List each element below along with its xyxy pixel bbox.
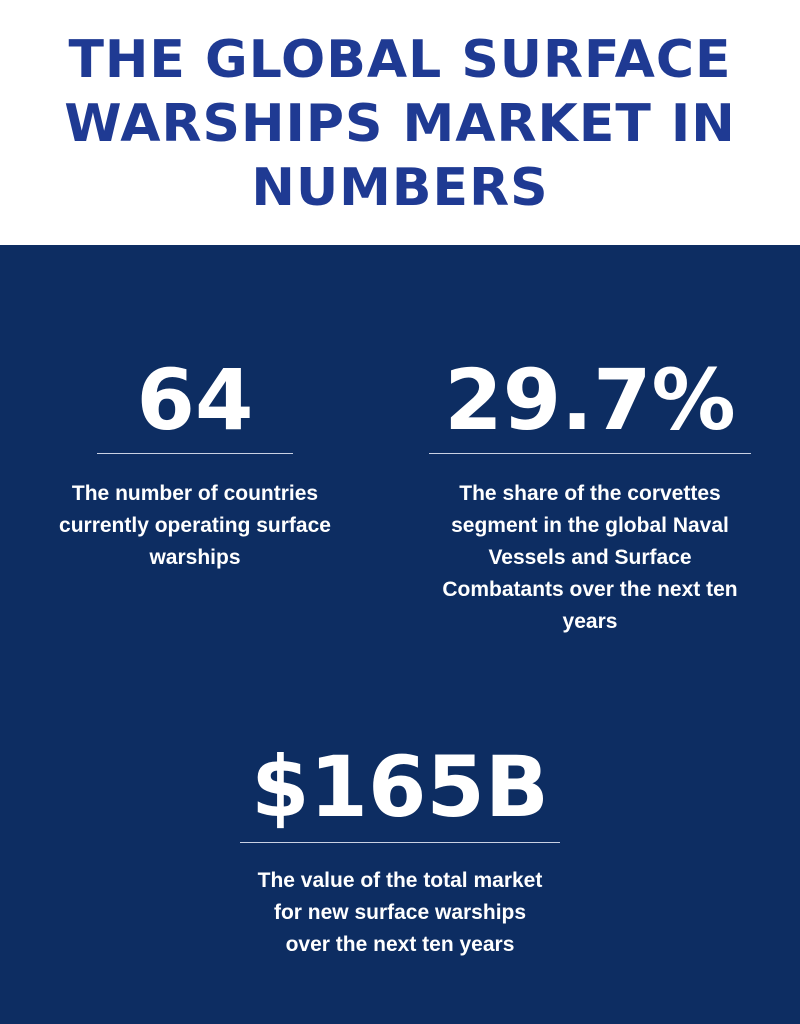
page-title: THE GLOBAL SURFACE WARSHIPS MARKET IN NU… bbox=[64, 30, 736, 218]
stat-corvettes-share: 29.7% The share of the corvettes segment… bbox=[420, 355, 760, 638]
header: THE GLOBAL SURFACE WARSHIPS MARKET IN NU… bbox=[0, 0, 800, 245]
divider bbox=[429, 453, 751, 454]
stat-value: 64 bbox=[136, 351, 254, 449]
stat-market-value: $165B The value of the total market for … bbox=[230, 742, 570, 961]
stat-description: The number of countries currently operat… bbox=[59, 482, 331, 569]
stat-value: $165B bbox=[251, 738, 549, 836]
stat-value: 29.7% bbox=[444, 351, 736, 449]
stat-countries: 64 The number of countries currently ope… bbox=[40, 355, 350, 574]
stat-description: The value of the total market for new su… bbox=[257, 869, 543, 956]
stats-panel bbox=[0, 245, 800, 1024]
divider bbox=[240, 842, 560, 843]
stat-description: The share of the corvettes segment in th… bbox=[442, 482, 738, 633]
divider bbox=[97, 453, 293, 454]
